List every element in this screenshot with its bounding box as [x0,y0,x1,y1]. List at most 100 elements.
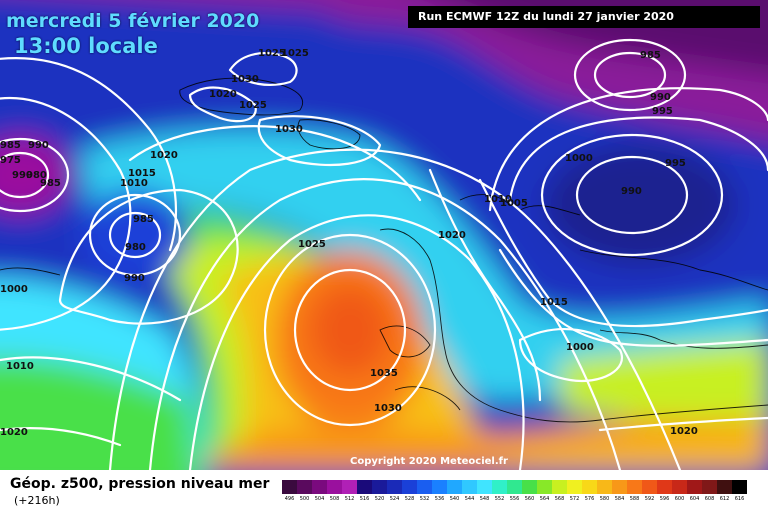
scale-label: 600 [674,496,685,502]
isobar-label: 1020 [0,427,28,438]
scale-label: 588 [629,496,640,502]
isobar-label: 1030 [275,124,303,135]
isobar-label: 1000 [565,153,593,164]
isobar-label: 1010 [484,194,512,205]
scale-swatch [342,480,357,494]
forecast-date: mercredi 5 février 2020 [6,10,260,32]
scale-swatch [702,480,717,494]
isobar-label: 1010 [120,178,148,189]
isobar-label: 990 [650,92,671,103]
scale-label: 576 [584,496,595,502]
scale-swatch [312,480,327,494]
isobar-label: 980 [125,242,146,253]
scale-label: 520 [374,496,385,502]
scale-label: 508 [329,496,340,502]
scale-swatch [642,480,657,494]
scale-label: 572 [569,496,580,502]
scale-swatch [477,480,492,494]
scale-swatch [417,480,432,494]
isobar-label: 1030 [374,403,402,414]
coastlines [0,77,768,423]
isobar-label: 985 [133,214,154,225]
scale-swatch [357,480,372,494]
scale-swatch [372,480,387,494]
scale-label: 560 [524,496,535,502]
scale-swatch [732,480,747,494]
isobar-label: 1025 [239,100,267,111]
scale-label: 496 [284,496,295,502]
run-info: Run ECMWF 12Z du lundi 27 janvier 2020 [408,6,760,28]
scale-swatch [402,480,417,494]
isobar-label: 995 [652,106,673,117]
scale-label: 608 [704,496,715,502]
isobar-label: 1020 [438,230,466,241]
scale-swatch [657,480,672,494]
isobar-label: 1030 [231,74,259,85]
scale-label: 552 [494,496,505,502]
scale-label: 584 [614,496,625,502]
scale-swatch [687,480,702,494]
isobar-label: 990 [621,186,642,197]
scale-label: 516 [359,496,370,502]
scale-label: 604 [689,496,700,502]
isobar-label: 1000 [566,342,594,353]
scale-label: 580 [599,496,610,502]
scale-label: 612 [719,496,730,502]
isobar-label: 975 [0,155,21,166]
isobar-label: 1015 [540,297,568,308]
isobar-label: 1020 [670,426,698,437]
scale-label: 500 [299,496,310,502]
scale-swatch [597,480,612,494]
scale-label: 596 [659,496,670,502]
scale-label: 532 [419,496,430,502]
scale-label: 544 [464,496,475,502]
scale-swatch [582,480,597,494]
isobar-label: 985 [640,50,661,61]
scale-label: 568 [554,496,565,502]
scale-swatch [537,480,552,494]
scale-swatch [522,480,537,494]
scale-swatch [612,480,627,494]
scale-label: 548 [479,496,490,502]
isobar-label: 1035 [370,368,398,379]
scale-swatch [327,480,342,494]
isobar-label: 1005 [500,198,528,209]
legend-subtitle: (+216h) [14,494,60,507]
scale-swatch [627,480,642,494]
isobar-label: 1025 [258,48,286,59]
isobar-label: 1020 [150,150,178,161]
scale-label: 540 [449,496,460,502]
isobar-label: 1020 [209,89,237,100]
scale-label: 592 [644,496,655,502]
forecast-time: 13:00 locale [14,34,158,58]
isobar-label: 985 [0,140,21,151]
scale-swatch [567,480,582,494]
scale-swatch [672,480,687,494]
scale-swatch [552,480,567,494]
scale-swatch [282,480,297,494]
geopotential-field [0,0,768,470]
scale-label: 524 [389,496,400,502]
scale-swatch [462,480,477,494]
scale-swatch [387,480,402,494]
copyright: Copyright 2020 Meteociel.fr [350,456,508,467]
isobar-label: 1000 [0,284,28,295]
isobar-label: 990 [28,140,49,151]
forecast-map: 1025 1025 1030 1020 1025 1030 985 990 99… [0,0,768,470]
isobar-label: 1025 [298,239,326,250]
scale-label: 528 [404,496,415,502]
scale-label: 512 [344,496,355,502]
isobar-label: 990 [124,273,145,284]
scale-swatch [297,480,312,494]
isobar-label: 985 [40,178,61,189]
isobar-label: 995 [665,158,686,169]
isobar-labels: 1025 1025 1030 1020 1025 1030 985 990 99… [0,48,698,438]
legend-title: Géop. z500, pression niveau mer [10,476,270,492]
scale-swatch [507,480,522,494]
scale-label: 616 [734,496,745,502]
scale-label: 556 [509,496,520,502]
isobar-label: 1010 [6,361,34,372]
scale-label: 564 [539,496,550,502]
scale-label: 536 [434,496,445,502]
